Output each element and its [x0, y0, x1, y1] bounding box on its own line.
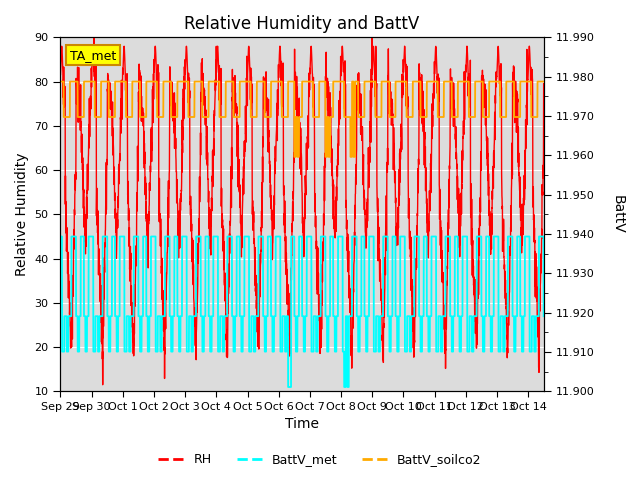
Legend: RH, BattV_met, BattV_soilco2: RH, BattV_met, BattV_soilco2 [154, 448, 486, 471]
Y-axis label: BattV: BattV [611, 195, 625, 234]
Text: TA_met: TA_met [70, 48, 116, 61]
X-axis label: Time: Time [285, 418, 319, 432]
Y-axis label: Relative Humidity: Relative Humidity [15, 153, 29, 276]
Title: Relative Humidity and BattV: Relative Humidity and BattV [184, 15, 420, 33]
